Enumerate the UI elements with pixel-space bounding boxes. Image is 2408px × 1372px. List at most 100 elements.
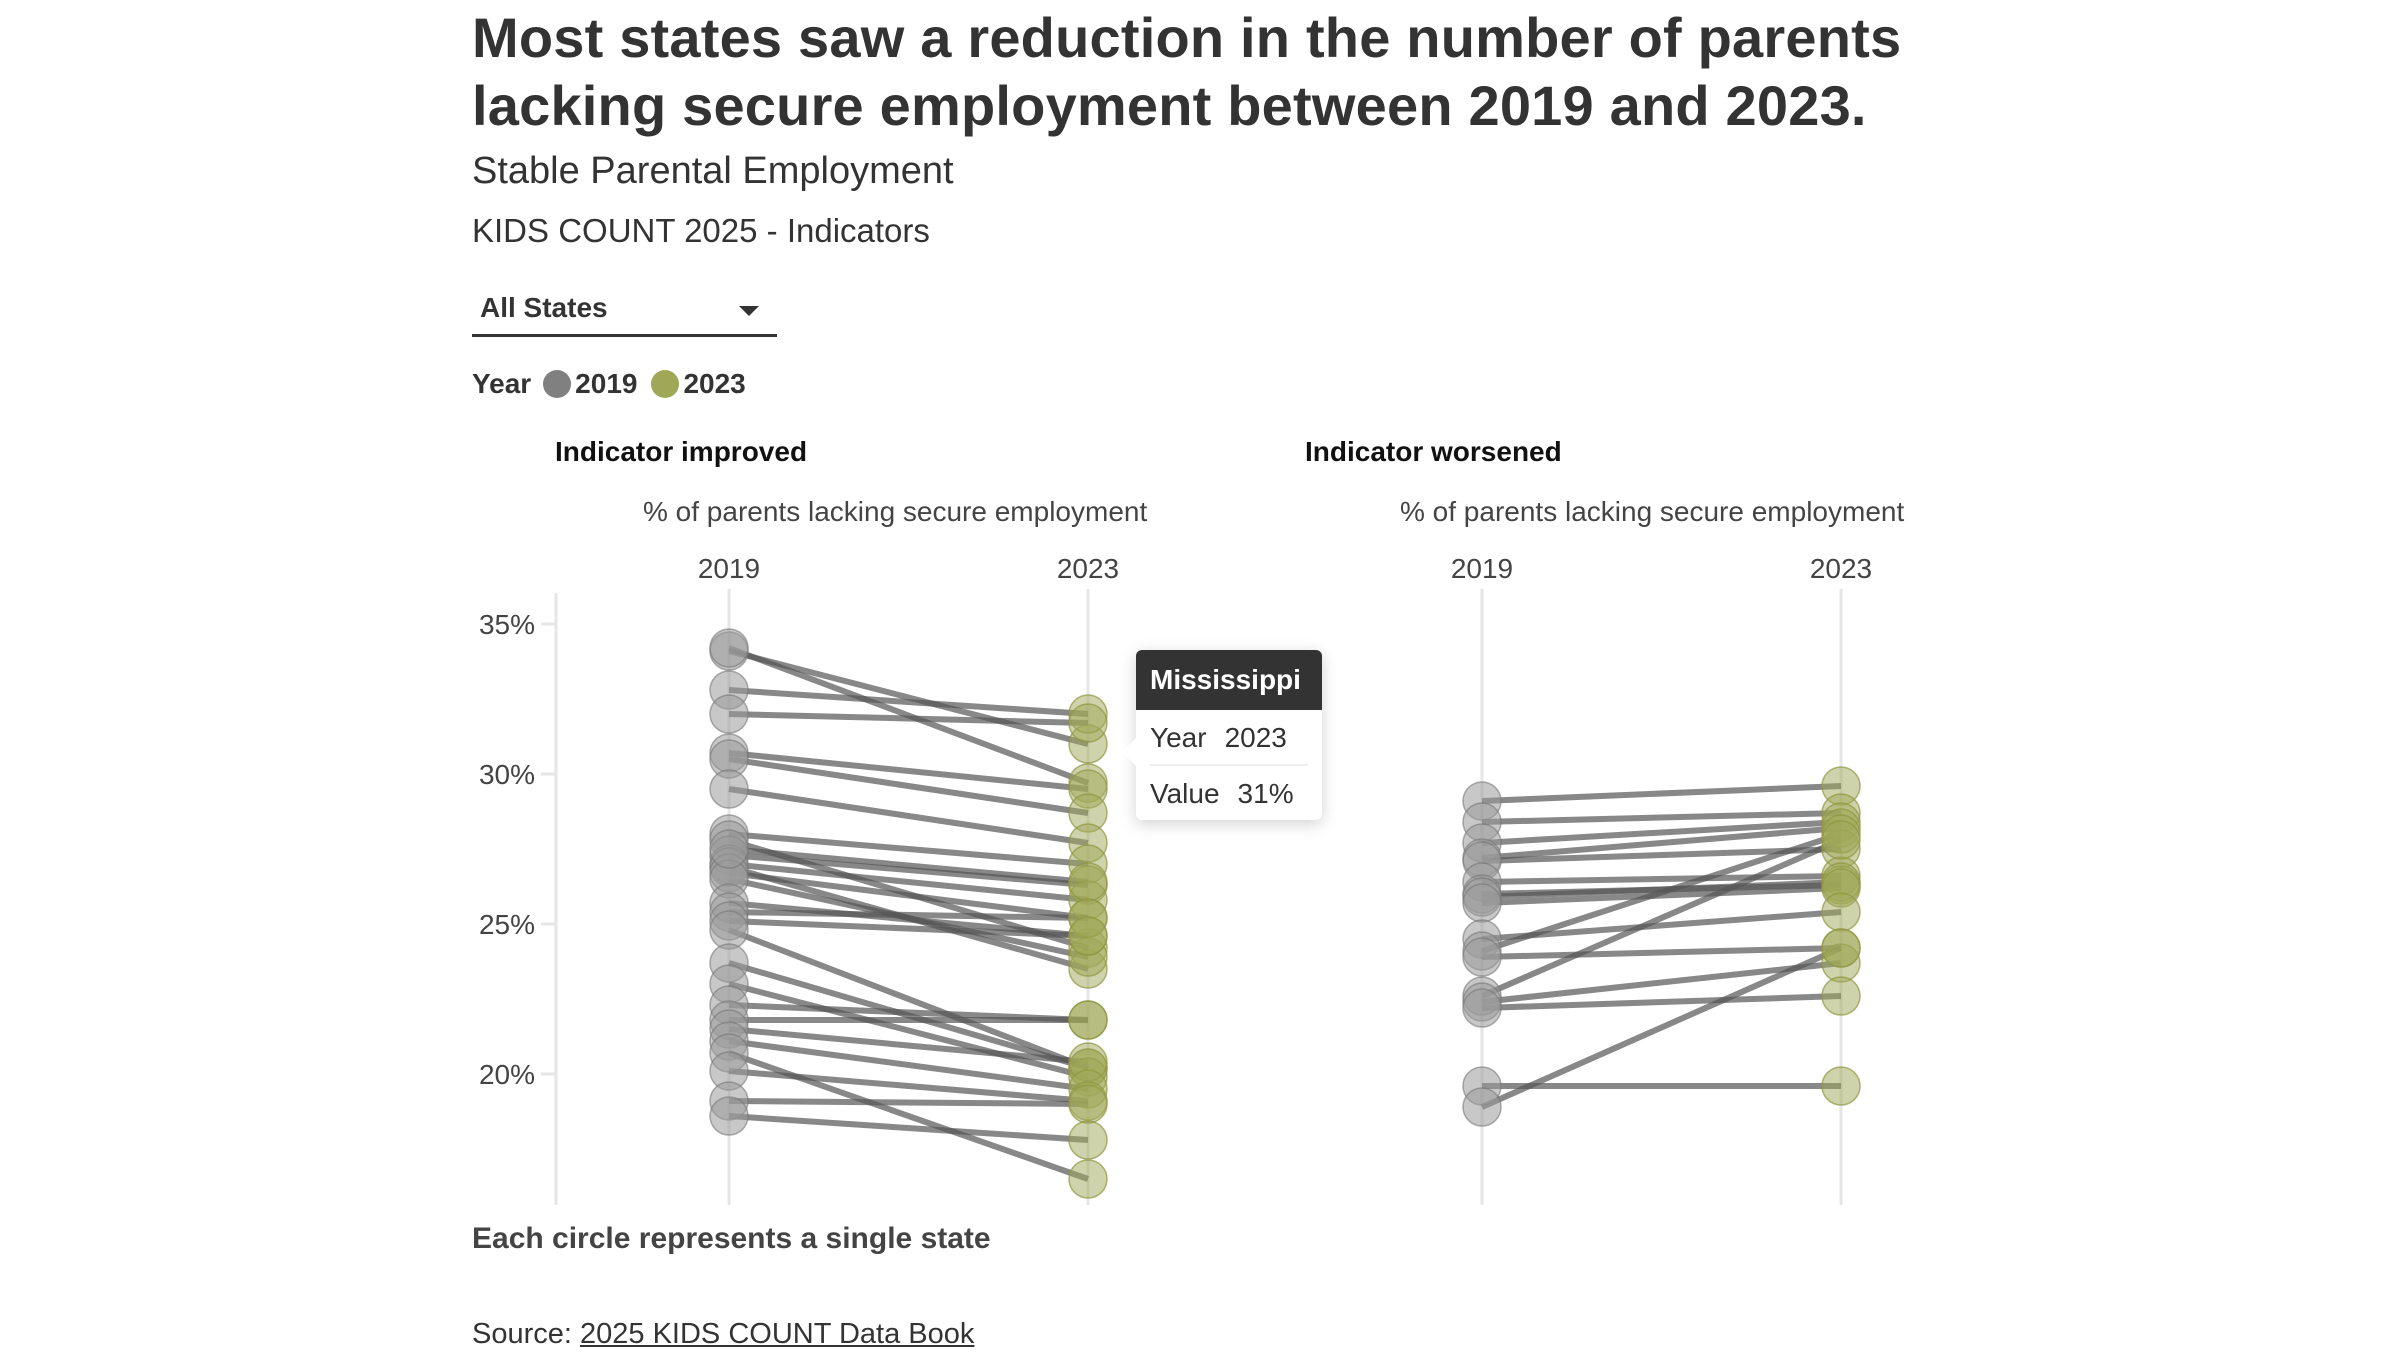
point-2023 — [1068, 1042, 1108, 1082]
point-2019 — [1462, 862, 1502, 902]
point-2019 — [1462, 988, 1502, 1028]
point-2019 — [1462, 976, 1502, 1016]
point-2023 — [1821, 928, 1861, 968]
source-link[interactable]: 2025 KIDS COUNT Data Book — [580, 1318, 975, 1350]
panel-improved: 2019 2023 — [698, 553, 1119, 1205]
legend-item-2023[interactable]: 2023 — [651, 368, 746, 400]
slope-line — [1481, 885, 1842, 906]
point-2019 — [709, 670, 749, 710]
point-2023 — [1821, 943, 1861, 983]
state-filter-value: All States — [480, 292, 608, 323]
point-2019 — [709, 985, 749, 1025]
slope-line — [1481, 831, 1842, 954]
point-2019 — [709, 1096, 749, 1136]
legend: Year 2019 2023 — [472, 368, 760, 400]
slope-line — [1481, 819, 1842, 846]
slope-line — [728, 900, 1089, 939]
point-2023 — [1821, 766, 1861, 806]
point-2023 — [1068, 769, 1108, 809]
point-2019 — [1462, 982, 1502, 1022]
point-2023 — [1068, 1000, 1108, 1040]
tooltip-row-year: Year 2023 — [1136, 710, 1322, 764]
chart-caption: Each circle represents a single state — [472, 1222, 991, 1255]
slope-line — [727, 645, 1090, 786]
slope-line — [728, 960, 1089, 1071]
slope-line — [728, 1050, 1089, 1182]
point-2023 — [1068, 916, 1108, 956]
x-tick-label: 2019 — [1451, 553, 1513, 584]
legend-title: Year — [472, 368, 532, 399]
point-2023 — [1821, 793, 1861, 833]
tooltip-state: Mississippi — [1136, 650, 1322, 710]
slope-line — [1481, 882, 1842, 897]
y-tick-label: 20% — [479, 1059, 535, 1090]
slope-line — [728, 756, 1089, 816]
slope-line — [728, 711, 1089, 726]
point-2023 — [1068, 1048, 1108, 1088]
point-2019 — [1462, 841, 1502, 881]
point-2019 — [709, 1051, 749, 1091]
slope-line — [1481, 960, 1842, 1005]
slope-line — [728, 750, 1089, 792]
point-2023 — [1068, 793, 1108, 833]
axis-title-improved: % of parents lacking secure employment — [643, 496, 1148, 527]
point-2019 — [1462, 1087, 1502, 1127]
tooltip-divider — [1150, 764, 1308, 766]
point-2023 — [1068, 694, 1108, 734]
slope-line — [1480, 837, 1843, 999]
slope-line — [728, 1002, 1089, 1023]
slope-line — [728, 918, 1089, 939]
point-2019 — [1462, 937, 1502, 977]
panel-title-improved: Indicator improved — [555, 436, 808, 467]
point-2019 — [709, 1021, 749, 1061]
point-2023 — [1068, 1000, 1108, 1040]
point-2019 — [1462, 877, 1502, 917]
point-2023 — [1821, 862, 1861, 902]
y-tick-label: 35% — [479, 609, 535, 640]
point-2019 — [1462, 919, 1502, 959]
point-2023 — [1068, 949, 1108, 989]
slope-line — [728, 831, 1089, 867]
slope-line — [1480, 945, 1843, 1110]
point-2023 — [1068, 1081, 1108, 1121]
point-2023 — [1068, 703, 1108, 743]
state-filter-dropdown[interactable]: All States — [472, 288, 777, 337]
point-2019 — [709, 694, 749, 734]
tooltip-key: Value — [1150, 778, 1220, 809]
panel-worsened: 2019 2023 — [1451, 553, 1872, 1205]
point-2019 — [709, 820, 749, 860]
point-2023 — [1821, 808, 1861, 848]
point-2019 — [709, 739, 749, 779]
point-2019 — [709, 859, 749, 899]
point-2023 — [1068, 1084, 1108, 1124]
legend-item-2019[interactable]: 2019 — [543, 368, 637, 400]
point-2023 — [1068, 1057, 1108, 1097]
slope-line — [728, 870, 1089, 921]
point-2019 — [709, 847, 749, 887]
tooltip-row-value: Value 31% — [1136, 766, 1322, 820]
slope-line — [728, 852, 1089, 888]
tooltip-key: Year — [1150, 722, 1207, 753]
point-2023 — [1068, 898, 1108, 938]
slope-line — [728, 876, 1089, 960]
source-line: Source: 2025 KIDS COUNT Data Book — [472, 1318, 974, 1351]
point-2019 — [1462, 874, 1502, 914]
slope-line — [728, 1113, 1089, 1143]
axis-title-worsened: % of parents lacking secure employment — [1400, 496, 1905, 527]
point-2023 — [1068, 1159, 1108, 1199]
tooltip: Mississippi Year 2023 Value 31% — [1122, 650, 1322, 820]
slope-line — [1481, 783, 1842, 804]
point-2019 — [709, 853, 749, 893]
point-2019 — [1462, 883, 1502, 923]
y-tick-label: 30% — [479, 759, 535, 790]
point-2019 — [709, 835, 749, 875]
point-2023 — [1068, 724, 1108, 764]
point-2019 — [709, 844, 749, 884]
legend-label-2023: 2023 — [683, 368, 746, 399]
point-2019 — [1462, 823, 1502, 863]
point-2019 — [709, 883, 749, 923]
point-2023 — [1821, 1066, 1861, 1106]
point-2023 — [1068, 898, 1108, 938]
point-2019 — [709, 733, 749, 773]
point-2023 — [1821, 976, 1861, 1016]
